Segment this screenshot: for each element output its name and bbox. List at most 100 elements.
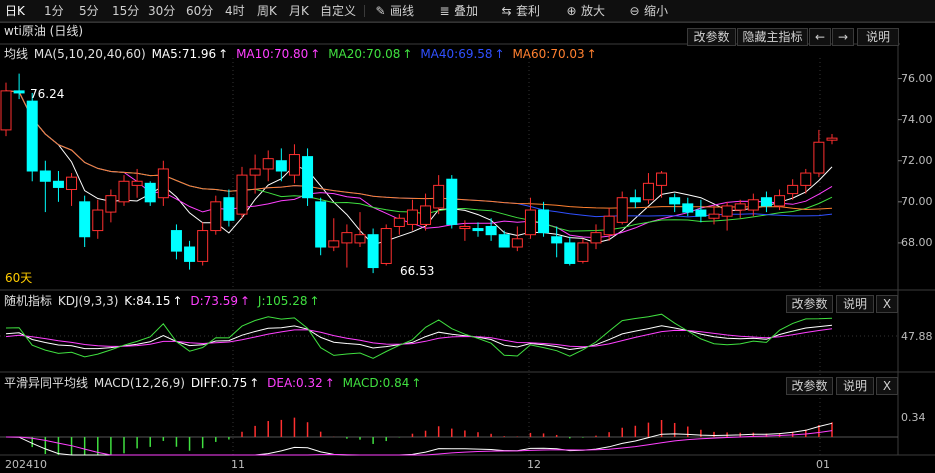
kdj-j-line [5,313,833,359]
candle-down [446,178,458,225]
ma5-value: MA5:71.96 ↑ [151,47,229,61]
date-axis-label: 12 [527,458,541,471]
candle-up [262,158,274,170]
candle-down [669,197,681,205]
macd-dea-line [6,430,833,456]
draw-line-button[interactable]: ✎ 画线 [374,0,414,22]
kdj-help-button[interactable]: 说明 [836,295,874,313]
candle-up [603,215,615,236]
period-tab-60min[interactable]: 60分 [186,4,214,18]
candle-down [275,160,287,172]
main-chart-title: wti原油 (日线) [4,24,84,38]
moving-average-lines [5,90,833,246]
kdj-k-line [5,324,833,351]
low-price-annotation: 66.53 [400,264,435,278]
kdj-lines [5,313,833,359]
candle-down [498,234,510,248]
candle-up [433,184,445,209]
pen-icon: ✎ [375,4,386,18]
candle-up [236,174,248,215]
macd-params: MACD(12,26,9) [93,376,185,390]
candle-up [210,201,222,232]
macd-help-button[interactable]: 说明 [836,377,874,395]
period-tab-30min[interactable]: 30分 [148,4,176,18]
candle-up [813,141,825,174]
candle-up [131,180,143,186]
period-toolbar: 日K 1分 5分 15分 30分 60分 4时 周K 月K 自定义 ✎ 画线 ≣ 叠… [0,0,935,23]
candle-down [485,225,497,236]
candle-up [406,209,418,225]
kdj-j-value: J:105.28 ↑ [257,294,320,308]
main-help-button[interactable]: 说明 [857,28,899,46]
period-tab-custom[interactable]: 自定义 [320,4,357,18]
macd-edit-params-button[interactable]: 改参数 [786,377,833,395]
candle-up [380,228,392,264]
candle-up [787,184,799,195]
scroll-left-button[interactable]: ← [809,28,831,46]
period-tab-15min[interactable]: 15分 [112,4,140,18]
kdj-title: 随机指标 [4,294,53,308]
candle-up [747,199,759,211]
candle-up [0,90,12,131]
draw-line-label: 画线 [390,4,415,18]
period-tab-4h[interactable]: 4时 [225,4,245,18]
kdj-close-button[interactable]: X [876,295,898,313]
zoom-out-label: 缩小 [644,4,669,18]
overlay-button[interactable]: ≣ 叠加 [438,0,478,22]
candle-down [52,180,64,188]
kdj-params: KDJ(9,3,3) [57,294,119,308]
macd-macd-value: MACD:0.84 ↑ [342,376,422,390]
period-tab-5min[interactable]: 5分 [79,4,99,18]
candle-down [367,234,379,269]
period-tab-day[interactable]: 日K [5,4,25,18]
main-edit-params-button[interactable]: 改参数 [687,28,736,46]
kdj-legend: 随机指标 KDJ(9,3,3) K:84.15 ↑ D:73.59 ↑ J:105.… [4,293,324,309]
period-tab-week[interactable]: 周K [257,4,277,18]
scroll-right-button[interactable]: → [832,28,854,46]
candle-down [472,228,484,232]
candle-down [39,170,51,182]
ma10-value: MA10:70.80 ↑ [236,47,321,61]
macd-close-button[interactable]: X [876,377,898,395]
macd-legend: 平滑异同平均线 MACD(12,26,9) DIFF:0.75 ↑ DEA:0.3… [4,375,425,391]
candle-up [105,195,117,213]
ma5-line [5,90,833,246]
kdj-edit-params-button[interactable]: 改参数 [786,295,833,313]
close-icon: X [882,379,892,393]
candle-down [26,100,38,172]
candle-down [79,201,91,238]
price-axis-label: 74.00 [901,113,933,126]
candle-up [642,182,654,201]
candle-down [551,236,563,244]
ma60-value: MA60:70.03 ↑ [512,47,597,61]
zoom-in-button[interactable]: ⊕ 放大 [565,0,605,22]
overlay-label: 叠加 [454,4,479,18]
candle-up [157,168,169,199]
close-icon: X [882,297,892,311]
ma10-line [5,90,833,239]
candle-down [538,209,550,234]
hide-main-indicator-button[interactable]: 隐藏主指标 [737,28,808,46]
candle-up [288,154,300,176]
zoom-in-icon: ⊕ [566,4,577,18]
candle-up [577,242,589,262]
candle-down [184,246,196,262]
macd-dea-value: DEA:0.32 ↑ [267,376,335,390]
period-tab-1min[interactable]: 1分 [44,4,64,18]
candle-up [118,180,130,203]
candle-up [708,213,720,219]
period-tab-month[interactable]: 月K [289,4,309,18]
kdj-axis-label: 47.88 [901,330,933,343]
arbitrage-button[interactable]: ⇆ 套利 [500,0,540,22]
zoom-out-button[interactable]: ⊖ 缩小 [628,0,668,22]
high-price-annotation: 76.24 [30,87,65,101]
candle-up [354,234,366,244]
candle-down [223,197,235,221]
candle-down [629,197,641,203]
candle-up [511,238,523,248]
candlestick-series [0,73,838,274]
macd-histogram [18,417,833,455]
candle-up [328,240,340,248]
period-days-label: 60天 [5,271,33,285]
arbitrage-label: 套利 [516,4,541,18]
